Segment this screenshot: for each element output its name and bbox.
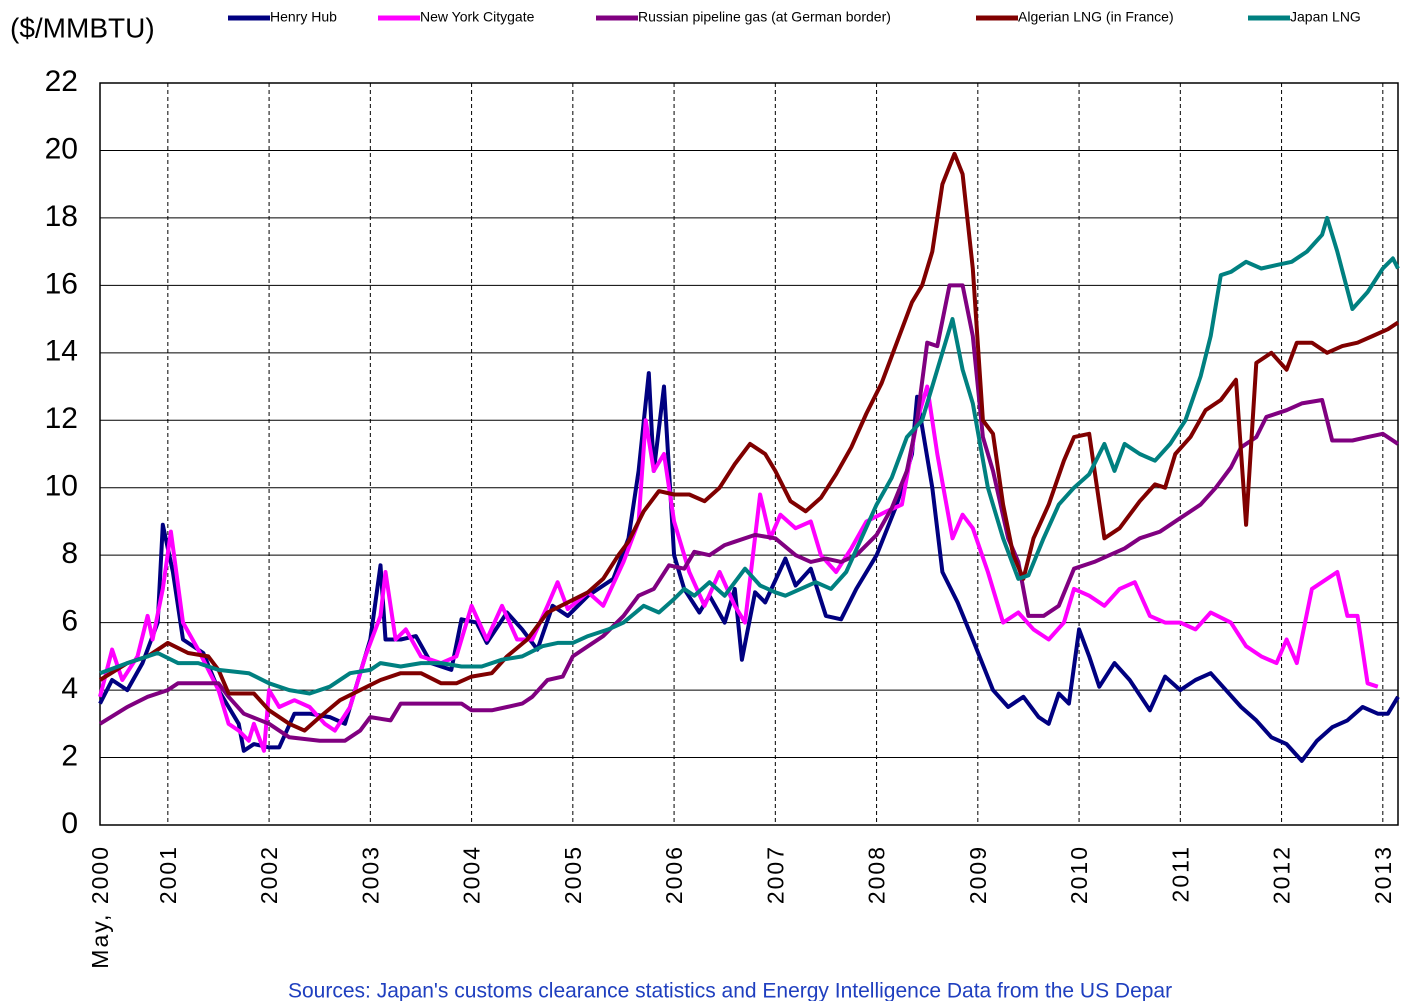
x-tick-label: 2001 <box>155 845 181 904</box>
y-tick-label: 4 <box>61 672 78 705</box>
y-tick-label: 16 <box>45 267 78 300</box>
y-tick-label: 0 <box>61 807 78 840</box>
x-tick-label: 2012 <box>1269 845 1295 904</box>
x-tick-label: 2010 <box>1066 845 1092 904</box>
x-tick-label: 2003 <box>357 845 383 904</box>
legend-label: New York Citygate <box>420 9 535 25</box>
source-note: Sources: Japan's customs clearance stati… <box>288 980 1172 1001</box>
y-tick-label: 10 <box>45 470 78 503</box>
y-tick-label: 20 <box>45 132 78 165</box>
x-tick-label: 2009 <box>965 845 991 904</box>
x-tick-label: 2013 <box>1370 845 1396 904</box>
x-tick-label: 2002 <box>256 845 282 904</box>
y-tick-label: 8 <box>61 537 78 570</box>
series-line <box>99 215 1400 696</box>
y-tick-label: 18 <box>45 200 78 233</box>
y-tick-label: 2 <box>61 739 78 772</box>
y-tick-label: 6 <box>61 605 78 638</box>
y-axis-label: ($/MMBTU) <box>10 12 155 43</box>
x-tick-label: 2005 <box>560 845 586 904</box>
series-line <box>98 151 1400 733</box>
x-tick-label: 2004 <box>459 845 485 904</box>
legend-label: Russian pipeline gas (at German border) <box>638 9 891 25</box>
x-tick-label: 2011 <box>1167 845 1193 902</box>
series-line <box>98 384 1379 753</box>
x-tick-label: 2007 <box>762 845 788 904</box>
y-tick-label: 22 <box>45 65 78 98</box>
y-tick-label: 14 <box>45 335 78 368</box>
y-tick-label: 12 <box>45 402 78 435</box>
series-line <box>98 371 1400 763</box>
legend-label: Japan LNG <box>1290 9 1361 25</box>
series-line <box>98 283 1400 743</box>
legend-label: Algerian LNG (in France) <box>1018 9 1174 25</box>
plot-frame <box>99 82 1399 826</box>
x-tick-label: 2008 <box>864 845 890 904</box>
x-tick-label: 2006 <box>661 845 687 904</box>
x-tick-label: May, 2000 <box>87 845 113 969</box>
legend-label: Henry Hub <box>270 9 337 25</box>
